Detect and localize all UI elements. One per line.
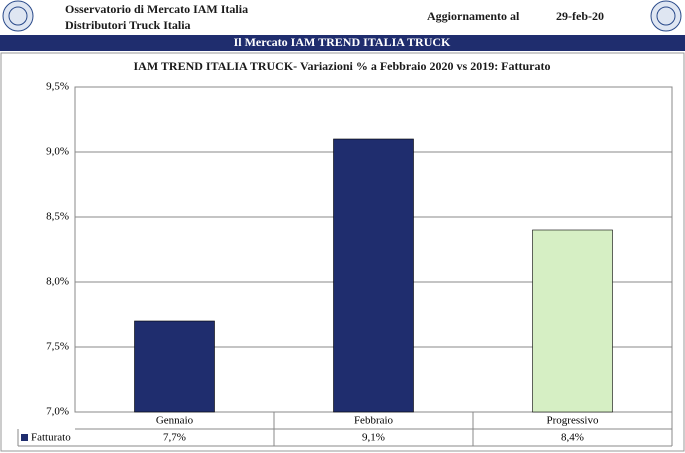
value-label: 8,4%: [561, 432, 584, 444]
legend-key: [21, 434, 28, 441]
y-tick-label: 7,0%: [46, 406, 69, 418]
y-tick-label: 8,5%: [46, 211, 69, 223]
legend-label: Fatturato: [31, 432, 71, 444]
banner-text: Il Mercato IAM TREND ITALIA TRUCK: [234, 35, 451, 49]
y-tick-label: 9,0%: [46, 146, 69, 158]
x-tick-label: Progressivo: [547, 415, 599, 427]
y-tick-label: 7,5%: [46, 341, 69, 353]
update-date: 29-feb-20: [556, 9, 604, 23]
bar: [134, 320, 215, 413]
bar: [532, 229, 613, 413]
x-tick-label: Febbraio: [354, 415, 394, 427]
logo: [2, 0, 34, 32]
value-label: 9,1%: [362, 432, 385, 444]
banner: [0, 35, 685, 51]
update-label: Aggiornamento al: [427, 9, 520, 23]
logo: [650, 0, 682, 32]
y-tick-label: 8,0%: [46, 276, 69, 288]
header-title: Osservatorio di Mercato IAM Italia: [65, 2, 248, 16]
y-tick-label: 9,5%: [46, 81, 69, 93]
bar: [333, 138, 414, 413]
header-subtitle: Distributori Truck Italia: [65, 18, 191, 32]
logo: [8, 6, 28, 26]
x-tick-label: Gennaio: [156, 415, 194, 427]
chart-title: IAM TREND ITALIA TRUCK- Variazioni % a F…: [133, 59, 550, 73]
value-label: 7,7%: [163, 432, 186, 444]
header-bg: [0, 0, 685, 34]
logo: [656, 6, 676, 26]
